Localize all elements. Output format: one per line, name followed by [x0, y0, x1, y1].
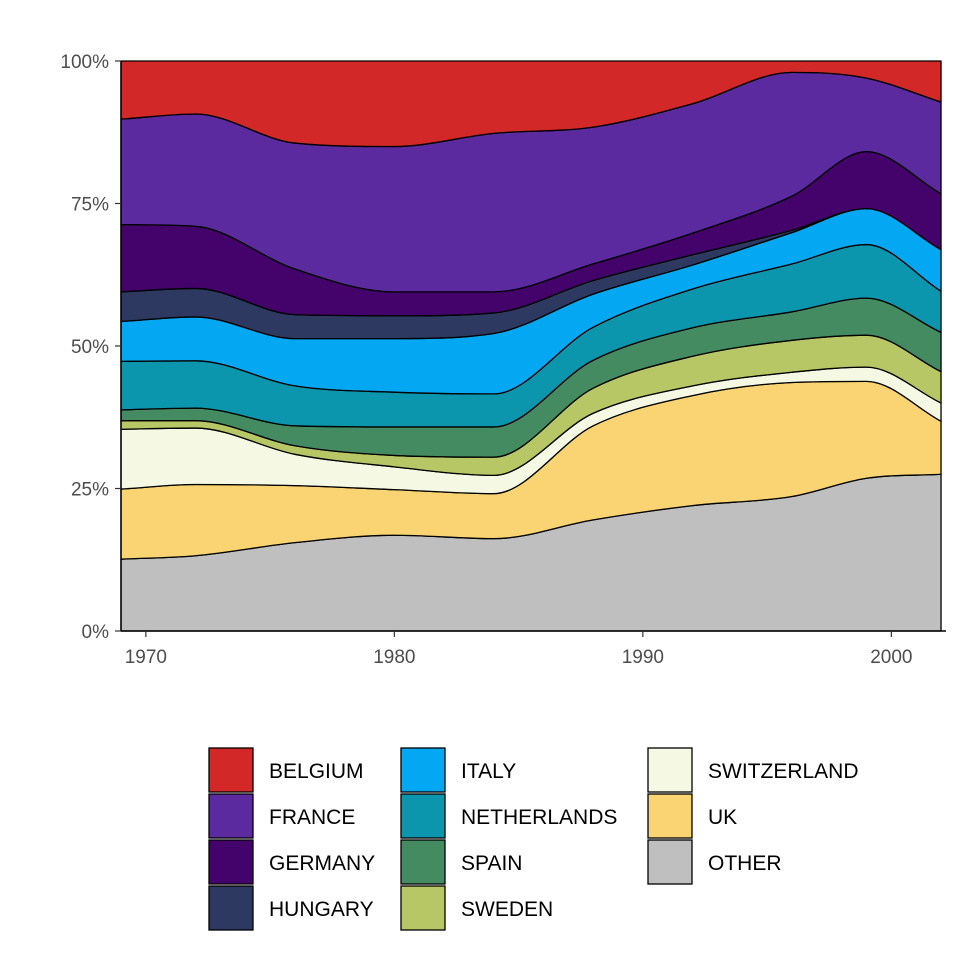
legend-label: OTHER	[708, 852, 782, 875]
legend-item-belgium: BELGIUM	[208, 747, 364, 793]
legend-item-uk: UK	[647, 793, 737, 839]
legend-label: HUNGARY	[269, 898, 374, 921]
x-tick-label: 1980	[373, 647, 415, 668]
legend-label: FRANCE	[269, 806, 355, 829]
legend-label: SWEDEN	[461, 898, 553, 921]
legend-item-italy: ITALY	[400, 747, 516, 793]
legend-item-hungary: HUNGARY	[208, 885, 374, 931]
areas-layer	[120, 60, 942, 632]
y-tick-label: 50%	[71, 337, 109, 358]
y-tick-label: 0%	[82, 622, 110, 643]
legend-swatch	[400, 793, 446, 839]
area-belgium	[120, 60, 942, 148]
legend-item-spain: SPAIN	[400, 839, 522, 885]
legend-item-france: FRANCE	[208, 793, 355, 839]
y-tick-label: 100%	[60, 52, 109, 73]
legend-item-sweden: SWEDEN	[400, 885, 553, 931]
legend-swatch	[647, 793, 693, 839]
axes-layer: 0% 25% 50% 75% 100% 1970 1980 1990 2000	[60, 52, 946, 668]
legend-swatch	[208, 793, 254, 839]
legend-label: NETHERLANDS	[461, 806, 617, 829]
x-tick-label: 1990	[622, 647, 664, 668]
legend-item-other: OTHER	[647, 839, 782, 885]
legend-swatch	[208, 885, 254, 931]
legend: BELGIUM FRANCE GERMANY HUNGARY ITALY NETHERLA…	[208, 747, 859, 931]
legend-item-germany: GERMANY	[208, 839, 375, 885]
x-tick-label: 2000	[870, 647, 912, 668]
legend-label: BELGIUM	[269, 760, 364, 783]
legend-item-switzerland: SWITZERLAND	[647, 747, 859, 793]
legend-label: SWITZERLAND	[708, 760, 859, 783]
y-tick-label: 75%	[71, 195, 109, 216]
legend-label: UK	[708, 806, 737, 829]
legend-swatch	[208, 839, 254, 885]
legend-swatch	[647, 747, 693, 793]
legend-label: ITALY	[461, 760, 516, 783]
legend-swatch	[208, 747, 254, 793]
y-tick-label: 25%	[71, 480, 109, 501]
legend-swatch	[400, 747, 446, 793]
legend-label: SPAIN	[461, 852, 522, 875]
legend-label: GERMANY	[269, 852, 375, 875]
legend-swatch	[647, 839, 693, 885]
x-tick-label: 1970	[125, 647, 167, 668]
legend-item-netherlands: NETHERLANDS	[400, 793, 617, 839]
legend-swatch	[400, 839, 446, 885]
legend-swatch	[400, 885, 446, 931]
